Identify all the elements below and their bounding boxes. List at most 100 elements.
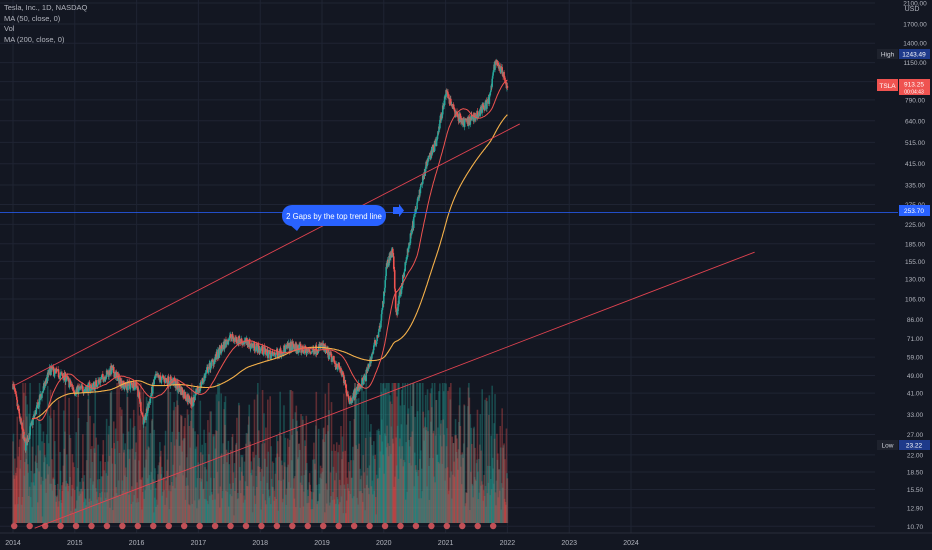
volume-bar (23, 392, 25, 523)
volume-bar (70, 496, 73, 523)
candle-body (334, 366, 337, 368)
time-tick: 2019 (314, 540, 330, 547)
volume-bar (480, 481, 483, 523)
high-label: High 1243.49 (877, 49, 930, 59)
volume-bar (458, 405, 461, 523)
volume-bar (19, 468, 21, 523)
volume-bar (58, 489, 61, 523)
candle-body (18, 408, 20, 414)
volume-bar (487, 482, 490, 523)
volume-bar (61, 490, 64, 523)
candle-body (81, 385, 83, 388)
volume-bar (288, 446, 290, 523)
candle-body (317, 351, 319, 353)
volume-bar (220, 453, 223, 523)
candle-body (439, 119, 441, 129)
volume-bar (183, 426, 185, 523)
volume-bar (322, 428, 325, 523)
volume-bar (450, 498, 453, 523)
volume-bar (189, 420, 192, 523)
volume-bar (31, 446, 34, 523)
candle-body (407, 246, 410, 253)
candle-body (476, 111, 479, 119)
volume-bar (133, 495, 136, 523)
candle-body (200, 382, 203, 385)
candle-body (127, 380, 130, 386)
volume-bar (437, 427, 439, 523)
volume-bar (488, 414, 490, 523)
candle-body (374, 343, 377, 345)
volume-bar (499, 447, 502, 523)
candle-body (205, 372, 207, 374)
volume-bar (81, 491, 84, 523)
volume-bar (252, 451, 254, 523)
volume-bar (244, 499, 246, 523)
volume-bar (244, 481, 247, 523)
candle-body (293, 347, 296, 348)
volume-bar (63, 410, 65, 523)
candle-body (40, 394, 42, 396)
candle-body (292, 343, 295, 345)
candle-body (254, 350, 257, 352)
volume-bar (276, 441, 279, 523)
volume-bar (34, 473, 36, 523)
candle-body (503, 77, 506, 78)
candle-body (184, 398, 187, 399)
volume-bar (228, 464, 231, 523)
candle-body (178, 384, 181, 389)
candle-body (190, 397, 193, 407)
legend-vol[interactable]: Vol (4, 24, 15, 33)
volume-bar (72, 462, 75, 523)
legend-symbol[interactable]: Tesla, Inc., 1D, NASDAQ (4, 3, 88, 12)
volume-bar (250, 461, 252, 523)
volume-bar (321, 468, 323, 523)
candle-body (483, 107, 485, 111)
candle-body (420, 183, 423, 185)
legend-ma50[interactable]: MA (50, close, 0) (4, 13, 61, 23)
volume-bar (479, 444, 481, 523)
volume-bar (180, 414, 182, 523)
volume-bar (170, 481, 173, 523)
time-tick: 2022 (500, 540, 516, 547)
volume-bar (185, 477, 188, 523)
candle-body (55, 369, 58, 371)
volume-bar (421, 383, 424, 523)
volume-bar (229, 494, 232, 523)
volume-bar (257, 430, 260, 523)
annotation-callout[interactable]: 2 Gaps by the top trend line (282, 204, 404, 231)
candle-body (415, 209, 417, 211)
candle-body (478, 112, 480, 117)
volume-bar (160, 474, 163, 523)
volume-bar (192, 428, 194, 523)
volume-bar (51, 490, 54, 523)
candle-body (393, 268, 396, 271)
volume-bars (12, 383, 509, 523)
volume-bar (414, 465, 417, 523)
high-label-text: High (881, 52, 895, 59)
volume-bar (323, 441, 326, 523)
candle-body (51, 365, 53, 370)
volume-bar (330, 496, 332, 523)
volume-bar (96, 479, 99, 523)
volume-bar (45, 492, 48, 523)
candle-body (416, 202, 418, 210)
volume-bar (265, 427, 267, 523)
volume-bar (97, 497, 100, 523)
legend-ma200[interactable]: MA (200, close, 0) (4, 34, 65, 44)
volume-bar (364, 510, 367, 523)
candle-body (192, 397, 195, 406)
candle-body (165, 378, 167, 381)
candle-body (252, 345, 255, 348)
volume-bar (439, 435, 442, 523)
volume-bar (344, 513, 347, 523)
candle-body (50, 368, 52, 375)
right-arrow-icon (393, 204, 404, 217)
candle-body (13, 386, 16, 389)
volume-bar (19, 459, 22, 523)
candle-body (418, 189, 421, 198)
candle-body (451, 104, 454, 108)
volume-bar (406, 383, 409, 523)
volume-bar (117, 495, 119, 523)
candle-body (403, 271, 406, 272)
